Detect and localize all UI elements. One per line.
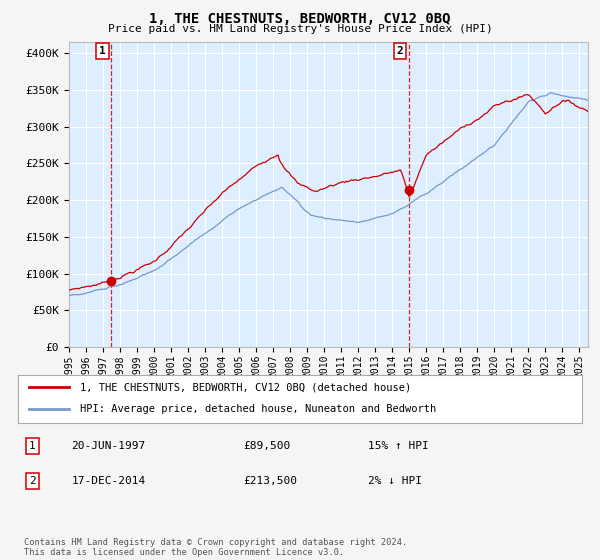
Text: £213,500: £213,500 [244, 476, 298, 486]
Text: 2: 2 [29, 476, 35, 486]
Text: 1: 1 [29, 441, 35, 451]
Text: £89,500: £89,500 [244, 441, 291, 451]
Text: 1: 1 [99, 46, 106, 56]
Text: Price paid vs. HM Land Registry's House Price Index (HPI): Price paid vs. HM Land Registry's House … [107, 24, 493, 34]
Text: Contains HM Land Registry data © Crown copyright and database right 2024.
This d: Contains HM Land Registry data © Crown c… [24, 538, 407, 557]
Text: 2% ↓ HPI: 2% ↓ HPI [368, 476, 422, 486]
Text: HPI: Average price, detached house, Nuneaton and Bedworth: HPI: Average price, detached house, Nune… [80, 404, 436, 414]
Text: 20-JUN-1997: 20-JUN-1997 [71, 441, 146, 451]
Text: 15% ↑ HPI: 15% ↑ HPI [368, 441, 428, 451]
Text: 1, THE CHESTNUTS, BEDWORTH, CV12 0BQ: 1, THE CHESTNUTS, BEDWORTH, CV12 0BQ [149, 12, 451, 26]
Text: 17-DEC-2014: 17-DEC-2014 [71, 476, 146, 486]
Text: 1, THE CHESTNUTS, BEDWORTH, CV12 0BQ (detached house): 1, THE CHESTNUTS, BEDWORTH, CV12 0BQ (de… [80, 382, 411, 392]
Text: 2: 2 [397, 46, 404, 56]
